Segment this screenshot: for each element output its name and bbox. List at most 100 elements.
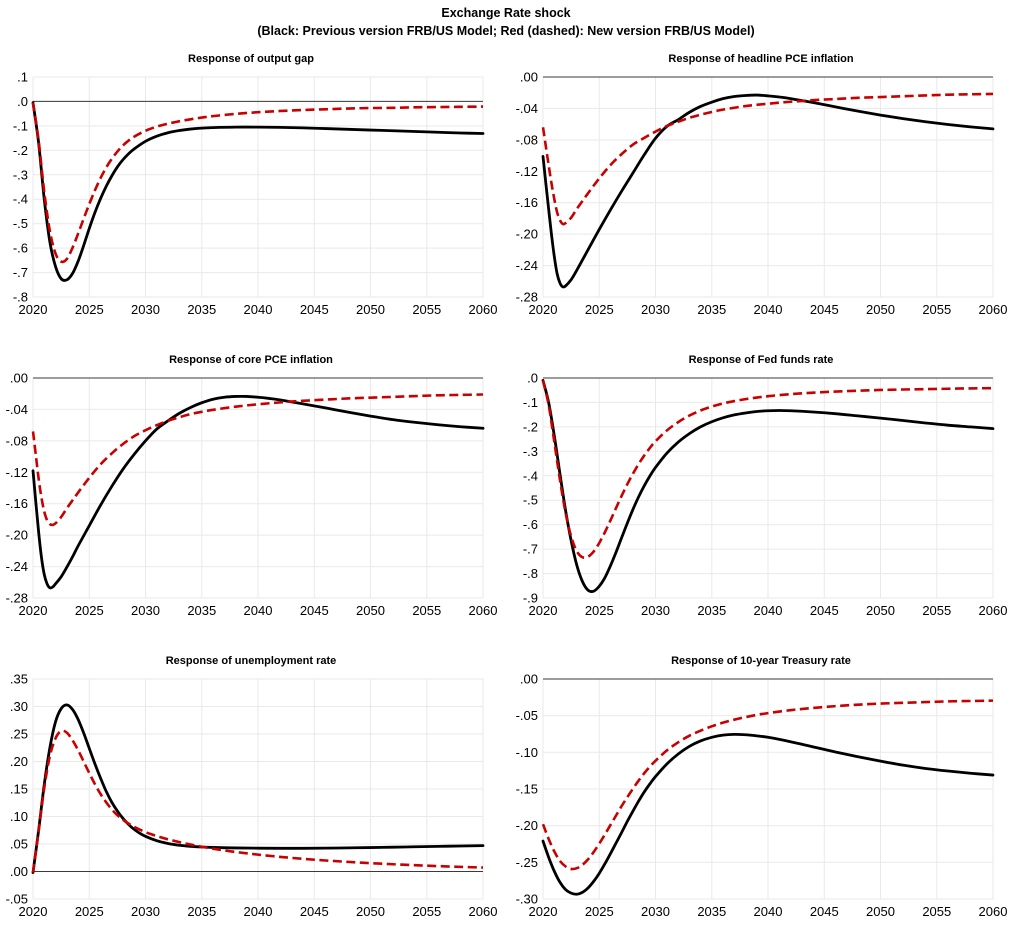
svg-text:.30: .30 <box>10 699 28 714</box>
svg-text:2050: 2050 <box>356 603 385 618</box>
svg-text:2050: 2050 <box>866 603 895 618</box>
y-axis-labels: .1 .0 -.1 -.2 -.3 -.4 -.5 -.6 -.7 -.8 <box>13 70 28 305</box>
svg-text:2035: 2035 <box>697 904 726 919</box>
svg-text:2025: 2025 <box>585 302 614 317</box>
svg-text:2025: 2025 <box>585 904 614 919</box>
svg-text:.00: .00 <box>520 672 538 687</box>
svg-text:2030: 2030 <box>641 904 670 919</box>
gridlines <box>32 678 484 900</box>
svg-text:-.15: -.15 <box>516 782 538 797</box>
svg-text:-.7: -.7 <box>13 265 28 280</box>
svg-text:2040: 2040 <box>244 302 273 317</box>
chart-panel-unemployment-rate: Response of unemployment rate .35 .30 .25.… <box>3 654 499 921</box>
svg-text:-.4: -.4 <box>13 192 28 207</box>
svg-text:-.8: -.8 <box>523 566 538 581</box>
svg-text:-.30: -.30 <box>516 892 538 907</box>
svg-text:-.12: -.12 <box>516 164 538 179</box>
svg-text:2055: 2055 <box>412 603 441 618</box>
chart-panel-10-year-treasury-rate: Response of 10-year Treasury rate .00 -.0… <box>513 654 1009 921</box>
series-previous-model-line <box>31 394 485 590</box>
x-axis-labels: 2020 2025 2030 2035 2040 2045 2050 2055 2060 <box>19 603 498 618</box>
svg-text:-.08: -.08 <box>516 132 538 147</box>
series-new-model-line <box>541 380 994 559</box>
chart-title: Response of Fed funds rate <box>688 354 834 366</box>
svg-text:.1: .1 <box>17 70 28 85</box>
svg-text:-.28: -.28 <box>6 591 28 606</box>
svg-text:2060: 2060 <box>979 904 1008 919</box>
chart-title: Response of headline PCE inflation <box>668 53 854 65</box>
svg-text:2045: 2045 <box>300 904 329 919</box>
y-axis-labels: .00 -.05 -.10 -.15 -.20 -.25 -.30 <box>516 672 538 907</box>
svg-text:2040: 2040 <box>754 603 783 618</box>
x-axis-labels: 2020 2025 2030 2035 2040 2045 2050 2055 2060 <box>529 904 1008 919</box>
svg-text:.20: .20 <box>10 754 28 769</box>
svg-text:2020: 2020 <box>19 302 48 317</box>
series-new-model-line <box>31 102 484 264</box>
svg-text:2040: 2040 <box>754 904 783 919</box>
svg-text:-.5: -.5 <box>13 216 28 231</box>
series-new-model-line <box>541 92 994 226</box>
svg-text:2050: 2050 <box>866 302 895 317</box>
svg-text:.0: .0 <box>17 94 28 109</box>
svg-text:-.3: -.3 <box>523 444 538 459</box>
svg-text:-.1: -.1 <box>13 118 28 133</box>
svg-text:2060: 2060 <box>469 603 498 618</box>
svg-text:2060: 2060 <box>469 302 498 317</box>
svg-text:-.04: -.04 <box>516 101 538 116</box>
series-previous-model-line <box>31 101 485 282</box>
svg-text:-.08: -.08 <box>6 433 28 448</box>
svg-text:-.05: -.05 <box>6 892 28 907</box>
svg-text:-.20: -.20 <box>6 528 28 543</box>
y-axis-labels: .00 -.04 -.08 -.12 -.16 -.20 -.24 -.28 <box>6 371 28 606</box>
svg-text:.0: .0 <box>527 371 538 386</box>
figure-subtitle: (Black: Previous version FRB/US Model; R… <box>257 24 755 38</box>
x-axis-labels: 2020 2025 2030 2035 2040 2045 2050 2055 2060 <box>529 603 1008 618</box>
svg-text:2045: 2045 <box>300 302 329 317</box>
chart-panel-output-gap: Response of output gap .1 .0 -.1 -.2 -.3 -.4 -… <box>3 52 499 319</box>
series-previous-model-line <box>541 732 995 896</box>
svg-text:2055: 2055 <box>922 904 951 919</box>
y-axis-labels: .0 -.1 -.2 -.3 -.4 -.5 -.6 -.7 -.8 -.9 <box>523 371 538 606</box>
svg-text:-.05: -.05 <box>516 708 538 723</box>
chart-panel-fed-funds-rate: Response of Fed funds rate .0 -.1 -.2 -.3 -.… <box>513 353 1009 620</box>
svg-text:-.6: -.6 <box>13 241 28 256</box>
svg-text:-.9: -.9 <box>523 591 538 606</box>
svg-text:2060: 2060 <box>469 904 498 919</box>
svg-text:2055: 2055 <box>412 904 441 919</box>
series-previous-model-line <box>541 379 995 593</box>
svg-text:.00: .00 <box>10 371 28 386</box>
y-axis-labels: .35 .30 .25 .20 .15 .10 .05 .00 -.05 <box>6 672 28 907</box>
svg-text:-.28: -.28 <box>516 290 538 305</box>
svg-text:.10: .10 <box>10 809 28 824</box>
svg-text:2055: 2055 <box>412 302 441 317</box>
svg-text:.35: .35 <box>10 672 28 687</box>
svg-text:.25: .25 <box>10 727 28 742</box>
svg-text:2025: 2025 <box>585 603 614 618</box>
svg-text:2050: 2050 <box>866 904 895 919</box>
gridlines <box>542 76 994 298</box>
svg-text:.05: .05 <box>10 837 28 852</box>
svg-text:-.7: -.7 <box>523 542 538 557</box>
y-axis-labels: .00 -.04 -.08 -.12 -.16 -.20 -.24 -.28 <box>516 70 538 305</box>
svg-text:-.5: -.5 <box>523 493 538 508</box>
chart-panel-headline-pce-inflation: Response of headline PCE inflation .00 -.… <box>513 52 1009 319</box>
series-previous-model-line <box>31 703 485 874</box>
chart-panel-core-pce-inflation: Response of core PCE inflation .00 -.04 -.… <box>3 353 499 620</box>
svg-text:2035: 2035 <box>187 603 216 618</box>
svg-text:2020: 2020 <box>529 302 558 317</box>
svg-text:-.2: -.2 <box>13 143 28 158</box>
svg-text:-.6: -.6 <box>523 517 538 532</box>
svg-text:2060: 2060 <box>979 302 1008 317</box>
svg-text:.00: .00 <box>10 864 28 879</box>
chart-title: Response of 10-year Treasury rate <box>671 655 851 667</box>
chart-title: Response of unemployment rate <box>165 655 337 667</box>
svg-text:2035: 2035 <box>187 302 216 317</box>
svg-text:2030: 2030 <box>641 302 670 317</box>
svg-text:2050: 2050 <box>356 904 385 919</box>
gridlines <box>32 76 484 298</box>
